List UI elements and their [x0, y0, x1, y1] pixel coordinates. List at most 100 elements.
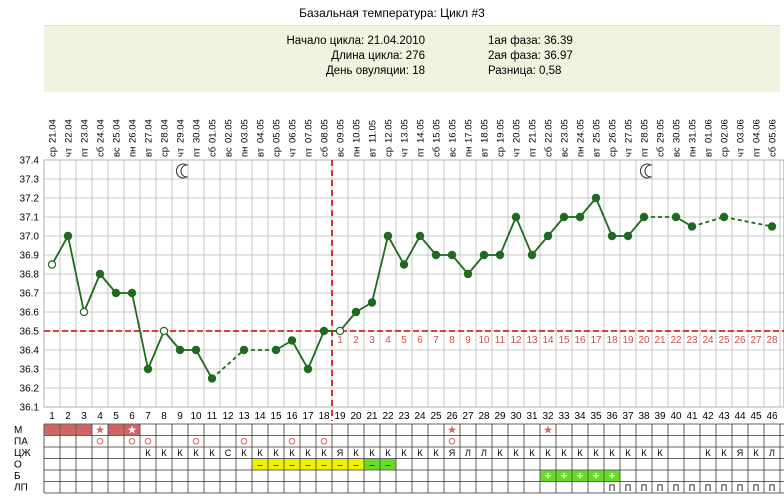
temp-segment [83, 273, 101, 313]
temp-point [351, 307, 361, 317]
y-tick-label: 37.4 [20, 156, 40, 167]
lp-cell: П [753, 483, 759, 493]
weekday-label: ср [160, 147, 171, 157]
cm-cell: К [561, 448, 567, 458]
weekday-label: пт [640, 147, 651, 157]
temp-point [639, 212, 649, 222]
phase2-day-number: 7 [433, 335, 439, 346]
phase2-day-number: 2 [353, 335, 359, 346]
phase2-day-number: 9 [465, 335, 471, 346]
temp-point [431, 250, 441, 260]
cm-cell: К [161, 448, 167, 458]
date-label: 22.04 [64, 119, 75, 143]
phase2-day-number: 17 [590, 335, 602, 346]
date-label: 17.05 [464, 119, 475, 143]
intercourse-marker [128, 437, 136, 445]
weekday-label: сб [544, 146, 555, 157]
date-label: 01.05 [208, 119, 219, 143]
lp-cell: П [737, 483, 743, 493]
cm-cell: К [721, 448, 727, 458]
cm-cell: К [417, 448, 423, 458]
phase1-avg: 1ая фаза: 36.39 [488, 35, 573, 47]
y-tick-label: 37.2 [20, 194, 40, 205]
date-label: 04.06 [752, 119, 763, 143]
x-tick-label: 40 [670, 411, 682, 422]
temp-segment [499, 216, 517, 256]
lp-cell: П [657, 483, 663, 493]
cm-cell: Я [449, 448, 456, 458]
y-tick-label: 37.3 [20, 175, 40, 186]
weekday-label: чт [512, 147, 523, 157]
plot-area [43, 159, 784, 408]
weekday-label: сб [432, 146, 443, 157]
cm-cell: Л [481, 448, 487, 458]
phase2-day-number: 10 [478, 335, 490, 346]
x-tick-label: 30 [510, 411, 522, 422]
phase2-avg: 2ая фаза: 36.97 [488, 50, 573, 62]
ov-test-mark: – [369, 460, 374, 470]
intercourse-marker [144, 437, 152, 445]
x-tick-label: 17 [302, 411, 314, 422]
x-tick-label: 26 [446, 411, 458, 422]
phase2-day-number: 13 [526, 335, 538, 346]
temp-point [287, 336, 297, 345]
weekday-label: пт [80, 147, 91, 157]
weekday-label: пн [576, 147, 587, 157]
temp-segment [515, 216, 533, 256]
phase2-day-number: 8 [449, 335, 455, 346]
cm-cell: К [641, 448, 647, 458]
date-label: 30.04 [192, 119, 203, 143]
weekday-label: сб [768, 146, 779, 157]
weekday-label: сб [96, 146, 107, 157]
row-label: Б [14, 471, 21, 482]
weekday-label: сб [320, 146, 331, 157]
cm-cell: К [513, 448, 519, 458]
date-label: 16.05 [448, 119, 459, 143]
x-tick-label: 31 [526, 411, 538, 422]
ov-test-cell [380, 459, 396, 470]
weekday-label: ср [48, 147, 59, 157]
ov-test-mark: – [273, 460, 278, 470]
preg-test-cell [588, 470, 604, 481]
ov-test-cell [364, 459, 380, 470]
lp-cell: П [673, 483, 679, 493]
date-label: 03.06 [736, 119, 747, 143]
date-label: 11.05 [368, 120, 379, 143]
cm-cell: К [705, 448, 711, 458]
cm-cell: К [177, 448, 183, 458]
phase2-day-number: 3 [369, 335, 375, 346]
x-tick-label: 22 [382, 411, 394, 422]
temp-point [127, 288, 137, 298]
phase2-day-number: 27 [750, 335, 762, 346]
x-tick-label: 6 [129, 411, 135, 422]
cm-cell: Л [465, 448, 471, 458]
cm-cell: К [145, 448, 151, 458]
phase2-day-number: 20 [638, 335, 650, 346]
date-label: 26.05 [608, 119, 619, 143]
menses-cell [60, 424, 76, 435]
date-label: 05.05 [272, 119, 283, 143]
cm-cell: К [529, 448, 535, 458]
y-tick-label: 36.4 [20, 346, 40, 357]
phase2-day-number: 16 [574, 335, 586, 346]
ov-test-mark: – [257, 460, 262, 470]
temp-point [767, 222, 777, 231]
date-label: 07.05 [304, 119, 315, 143]
phase2-day-number: 23 [686, 335, 698, 346]
cm-cell: К [401, 448, 407, 458]
date-label: 13.05 [400, 119, 411, 143]
weekday-label: вс [448, 147, 459, 157]
date-label: 23.04 [80, 119, 91, 143]
x-tick-label: 16 [286, 411, 298, 422]
date-label: 02.05 [224, 119, 235, 143]
cm-cell: К [353, 448, 359, 458]
weekday-label: чт [400, 147, 411, 157]
date-label: 12.05 [384, 119, 395, 143]
x-tick-label: 24 [414, 411, 426, 422]
x-tick-label: 23 [398, 411, 410, 422]
temp-point [527, 250, 537, 260]
row-label: О [14, 460, 22, 471]
date-label: 06.05 [288, 119, 299, 143]
temp-point [383, 231, 393, 241]
preg-test-mark: + [593, 471, 599, 483]
